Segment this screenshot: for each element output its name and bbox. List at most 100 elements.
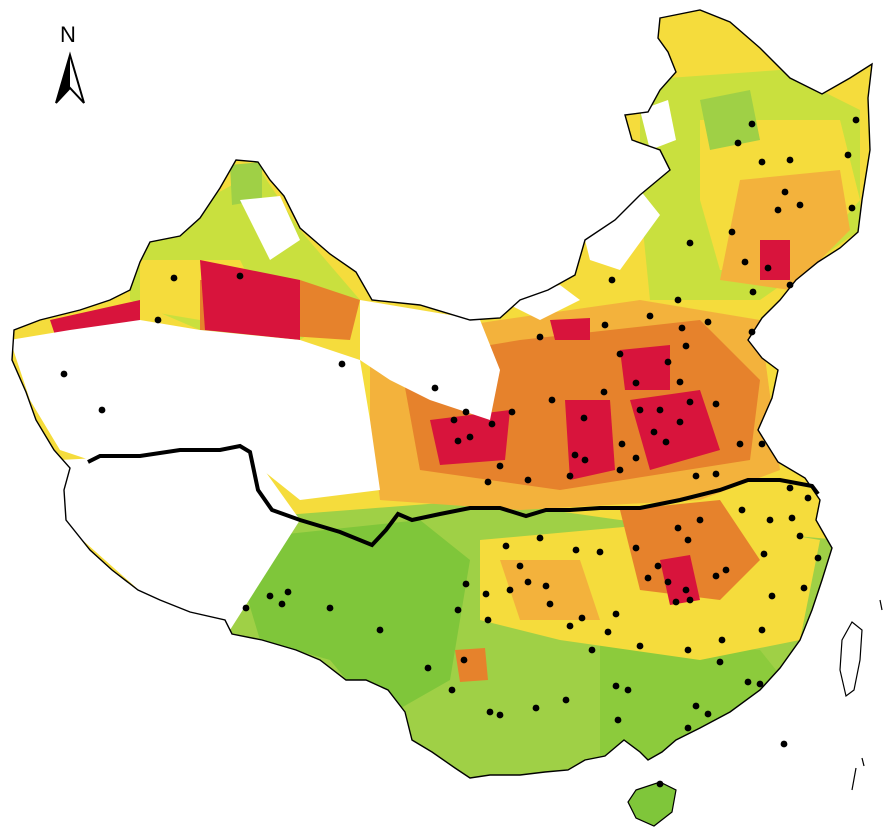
station-point	[604, 628, 612, 636]
station-point	[466, 433, 474, 441]
station-point	[616, 466, 624, 474]
station-point	[624, 686, 632, 694]
station-point	[632, 544, 640, 552]
station-point	[796, 532, 804, 540]
station-point	[614, 716, 622, 724]
station-point	[450, 416, 458, 424]
station-point	[448, 686, 456, 694]
station-point	[612, 682, 620, 690]
divide-line	[87, 443, 820, 548]
station-point	[376, 626, 384, 634]
station-point	[454, 606, 462, 614]
station-point	[656, 406, 664, 414]
station-point	[736, 440, 744, 448]
station-point	[704, 710, 712, 718]
station-point	[780, 740, 788, 748]
station-point	[764, 264, 772, 272]
station-point	[578, 614, 586, 622]
station-point	[684, 724, 692, 732]
station-point	[542, 582, 550, 590]
station-point	[154, 316, 162, 324]
station-point	[98, 406, 106, 414]
station-point	[760, 550, 768, 558]
station-point	[696, 516, 704, 524]
station-point	[608, 276, 616, 284]
station-point	[566, 622, 574, 630]
station-point	[684, 536, 692, 544]
station-point	[548, 396, 556, 404]
station-point	[326, 604, 334, 612]
station-point	[756, 680, 764, 688]
station-point	[484, 616, 492, 624]
station-point	[524, 578, 532, 586]
station-point	[646, 312, 654, 320]
station-point	[278, 600, 286, 608]
station-point	[636, 642, 644, 650]
station-point	[612, 610, 620, 618]
station-point	[704, 318, 712, 326]
station-point	[616, 350, 624, 358]
station-point	[741, 258, 749, 266]
station-point	[524, 476, 532, 484]
island-mark	[861, 757, 865, 767]
station-point	[712, 400, 720, 408]
taiwan-outline	[839, 621, 863, 698]
station-point	[781, 188, 789, 196]
station-point	[572, 546, 580, 554]
north-arrow-icon: N	[55, 22, 85, 104]
station-point	[496, 711, 504, 719]
station-point	[636, 406, 644, 414]
station-point	[814, 554, 822, 562]
station-point	[424, 664, 432, 672]
station-point	[852, 116, 860, 124]
station-point	[682, 342, 690, 350]
station-point	[664, 358, 672, 366]
station-point	[536, 534, 544, 542]
station-point	[484, 478, 492, 486]
station-point	[571, 451, 579, 459]
station-point	[800, 584, 808, 592]
station-point	[678, 324, 686, 332]
station-point	[718, 636, 726, 644]
station-point	[496, 462, 504, 470]
station-point	[600, 388, 608, 396]
station-points	[60, 116, 860, 788]
station-point	[460, 656, 468, 664]
station-point	[738, 506, 746, 514]
station-point	[618, 440, 626, 448]
station-point	[536, 333, 544, 341]
island-mark	[879, 599, 883, 611]
north-label: N	[60, 22, 76, 47]
station-point	[786, 156, 794, 164]
station-point	[758, 158, 766, 166]
station-point	[581, 456, 589, 464]
station-point	[632, 454, 640, 462]
station-point	[588, 646, 596, 654]
station-point	[758, 626, 766, 634]
station-point	[662, 438, 670, 446]
station-point	[236, 272, 244, 280]
station-point	[674, 296, 682, 304]
station-point	[758, 440, 766, 448]
station-point	[786, 281, 794, 289]
station-point	[749, 288, 757, 296]
station-point	[674, 524, 682, 532]
station-point	[566, 472, 574, 480]
station-point	[848, 204, 856, 212]
station-point	[506, 586, 514, 594]
station-point	[748, 120, 756, 128]
station-point	[672, 598, 680, 606]
station-point	[170, 274, 178, 282]
station-point	[516, 562, 524, 570]
station-point	[686, 596, 694, 604]
station-point	[686, 239, 694, 247]
station-point	[766, 516, 774, 524]
hainan-outline	[627, 781, 677, 827]
station-point	[748, 328, 756, 336]
station-point	[462, 580, 470, 588]
station-point	[462, 408, 470, 416]
station-point	[774, 206, 782, 214]
station-point	[692, 702, 700, 710]
